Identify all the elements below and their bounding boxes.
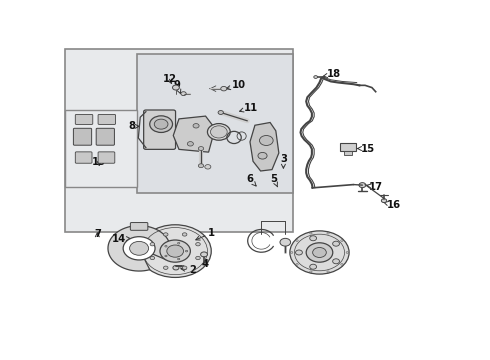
Bar — [344, 151, 352, 155]
Circle shape — [218, 111, 223, 114]
Circle shape — [310, 233, 312, 234]
Circle shape — [359, 183, 366, 188]
Circle shape — [150, 256, 155, 260]
Circle shape — [129, 242, 148, 255]
Circle shape — [291, 252, 293, 253]
Circle shape — [181, 92, 186, 96]
Circle shape — [211, 126, 227, 138]
Circle shape — [196, 256, 200, 260]
Circle shape — [198, 147, 204, 150]
Text: 6: 6 — [246, 174, 256, 186]
Circle shape — [177, 242, 180, 244]
Text: 2: 2 — [181, 265, 196, 275]
Circle shape — [193, 123, 199, 128]
Text: 14: 14 — [112, 234, 130, 244]
Circle shape — [173, 266, 179, 270]
Circle shape — [258, 152, 267, 159]
FancyBboxPatch shape — [75, 114, 93, 125]
Circle shape — [296, 264, 298, 265]
Text: 8: 8 — [128, 121, 139, 131]
Circle shape — [123, 237, 155, 260]
FancyBboxPatch shape — [144, 110, 175, 149]
Text: 13: 13 — [92, 157, 106, 167]
Circle shape — [341, 264, 343, 265]
Circle shape — [381, 199, 387, 203]
Circle shape — [280, 238, 291, 246]
Circle shape — [290, 231, 349, 274]
Circle shape — [341, 240, 343, 242]
Circle shape — [196, 243, 200, 246]
Circle shape — [207, 123, 230, 140]
FancyBboxPatch shape — [98, 152, 115, 163]
Text: 1: 1 — [196, 228, 215, 240]
Circle shape — [310, 264, 317, 269]
Circle shape — [327, 233, 329, 234]
Circle shape — [139, 225, 211, 278]
Circle shape — [327, 271, 329, 273]
Text: 5: 5 — [270, 174, 277, 187]
Text: 10: 10 — [226, 80, 246, 90]
Polygon shape — [108, 226, 170, 271]
Text: 4: 4 — [201, 258, 208, 269]
Polygon shape — [250, 122, 279, 171]
Bar — [65, 49, 293, 232]
Text: 7: 7 — [94, 229, 101, 239]
Circle shape — [333, 241, 340, 246]
Polygon shape — [173, 116, 215, 152]
Circle shape — [306, 243, 333, 262]
Bar — [65, 110, 137, 187]
Text: 17: 17 — [366, 182, 383, 192]
Circle shape — [333, 259, 340, 264]
Text: 18: 18 — [323, 69, 341, 79]
Circle shape — [182, 266, 187, 269]
Circle shape — [310, 236, 317, 241]
Circle shape — [198, 164, 204, 168]
Circle shape — [165, 246, 167, 247]
Text: 16: 16 — [384, 201, 401, 210]
Text: 9: 9 — [173, 80, 181, 94]
Circle shape — [154, 119, 168, 129]
Circle shape — [165, 255, 167, 257]
Circle shape — [220, 86, 227, 91]
Circle shape — [185, 250, 188, 252]
FancyBboxPatch shape — [74, 128, 92, 145]
Circle shape — [150, 116, 172, 132]
FancyBboxPatch shape — [98, 114, 116, 125]
Circle shape — [172, 85, 179, 90]
FancyBboxPatch shape — [75, 152, 92, 163]
Circle shape — [182, 233, 187, 236]
Circle shape — [160, 240, 190, 262]
Circle shape — [164, 266, 168, 269]
Text: 15: 15 — [358, 144, 375, 153]
Circle shape — [295, 250, 302, 255]
Text: 3: 3 — [280, 154, 287, 168]
Circle shape — [260, 135, 273, 145]
FancyBboxPatch shape — [130, 222, 148, 230]
Circle shape — [167, 245, 184, 257]
Circle shape — [164, 233, 168, 236]
Text: 12: 12 — [163, 74, 176, 84]
Text: 11: 11 — [240, 103, 258, 113]
Circle shape — [177, 258, 180, 260]
Circle shape — [150, 243, 155, 246]
Circle shape — [200, 252, 207, 257]
Circle shape — [296, 240, 298, 242]
Circle shape — [346, 252, 348, 253]
Bar — [340, 143, 356, 151]
Bar — [137, 54, 293, 193]
Circle shape — [313, 247, 326, 257]
Circle shape — [187, 141, 194, 146]
Circle shape — [205, 165, 211, 169]
Circle shape — [314, 76, 318, 78]
FancyBboxPatch shape — [96, 128, 115, 145]
Circle shape — [310, 271, 312, 273]
